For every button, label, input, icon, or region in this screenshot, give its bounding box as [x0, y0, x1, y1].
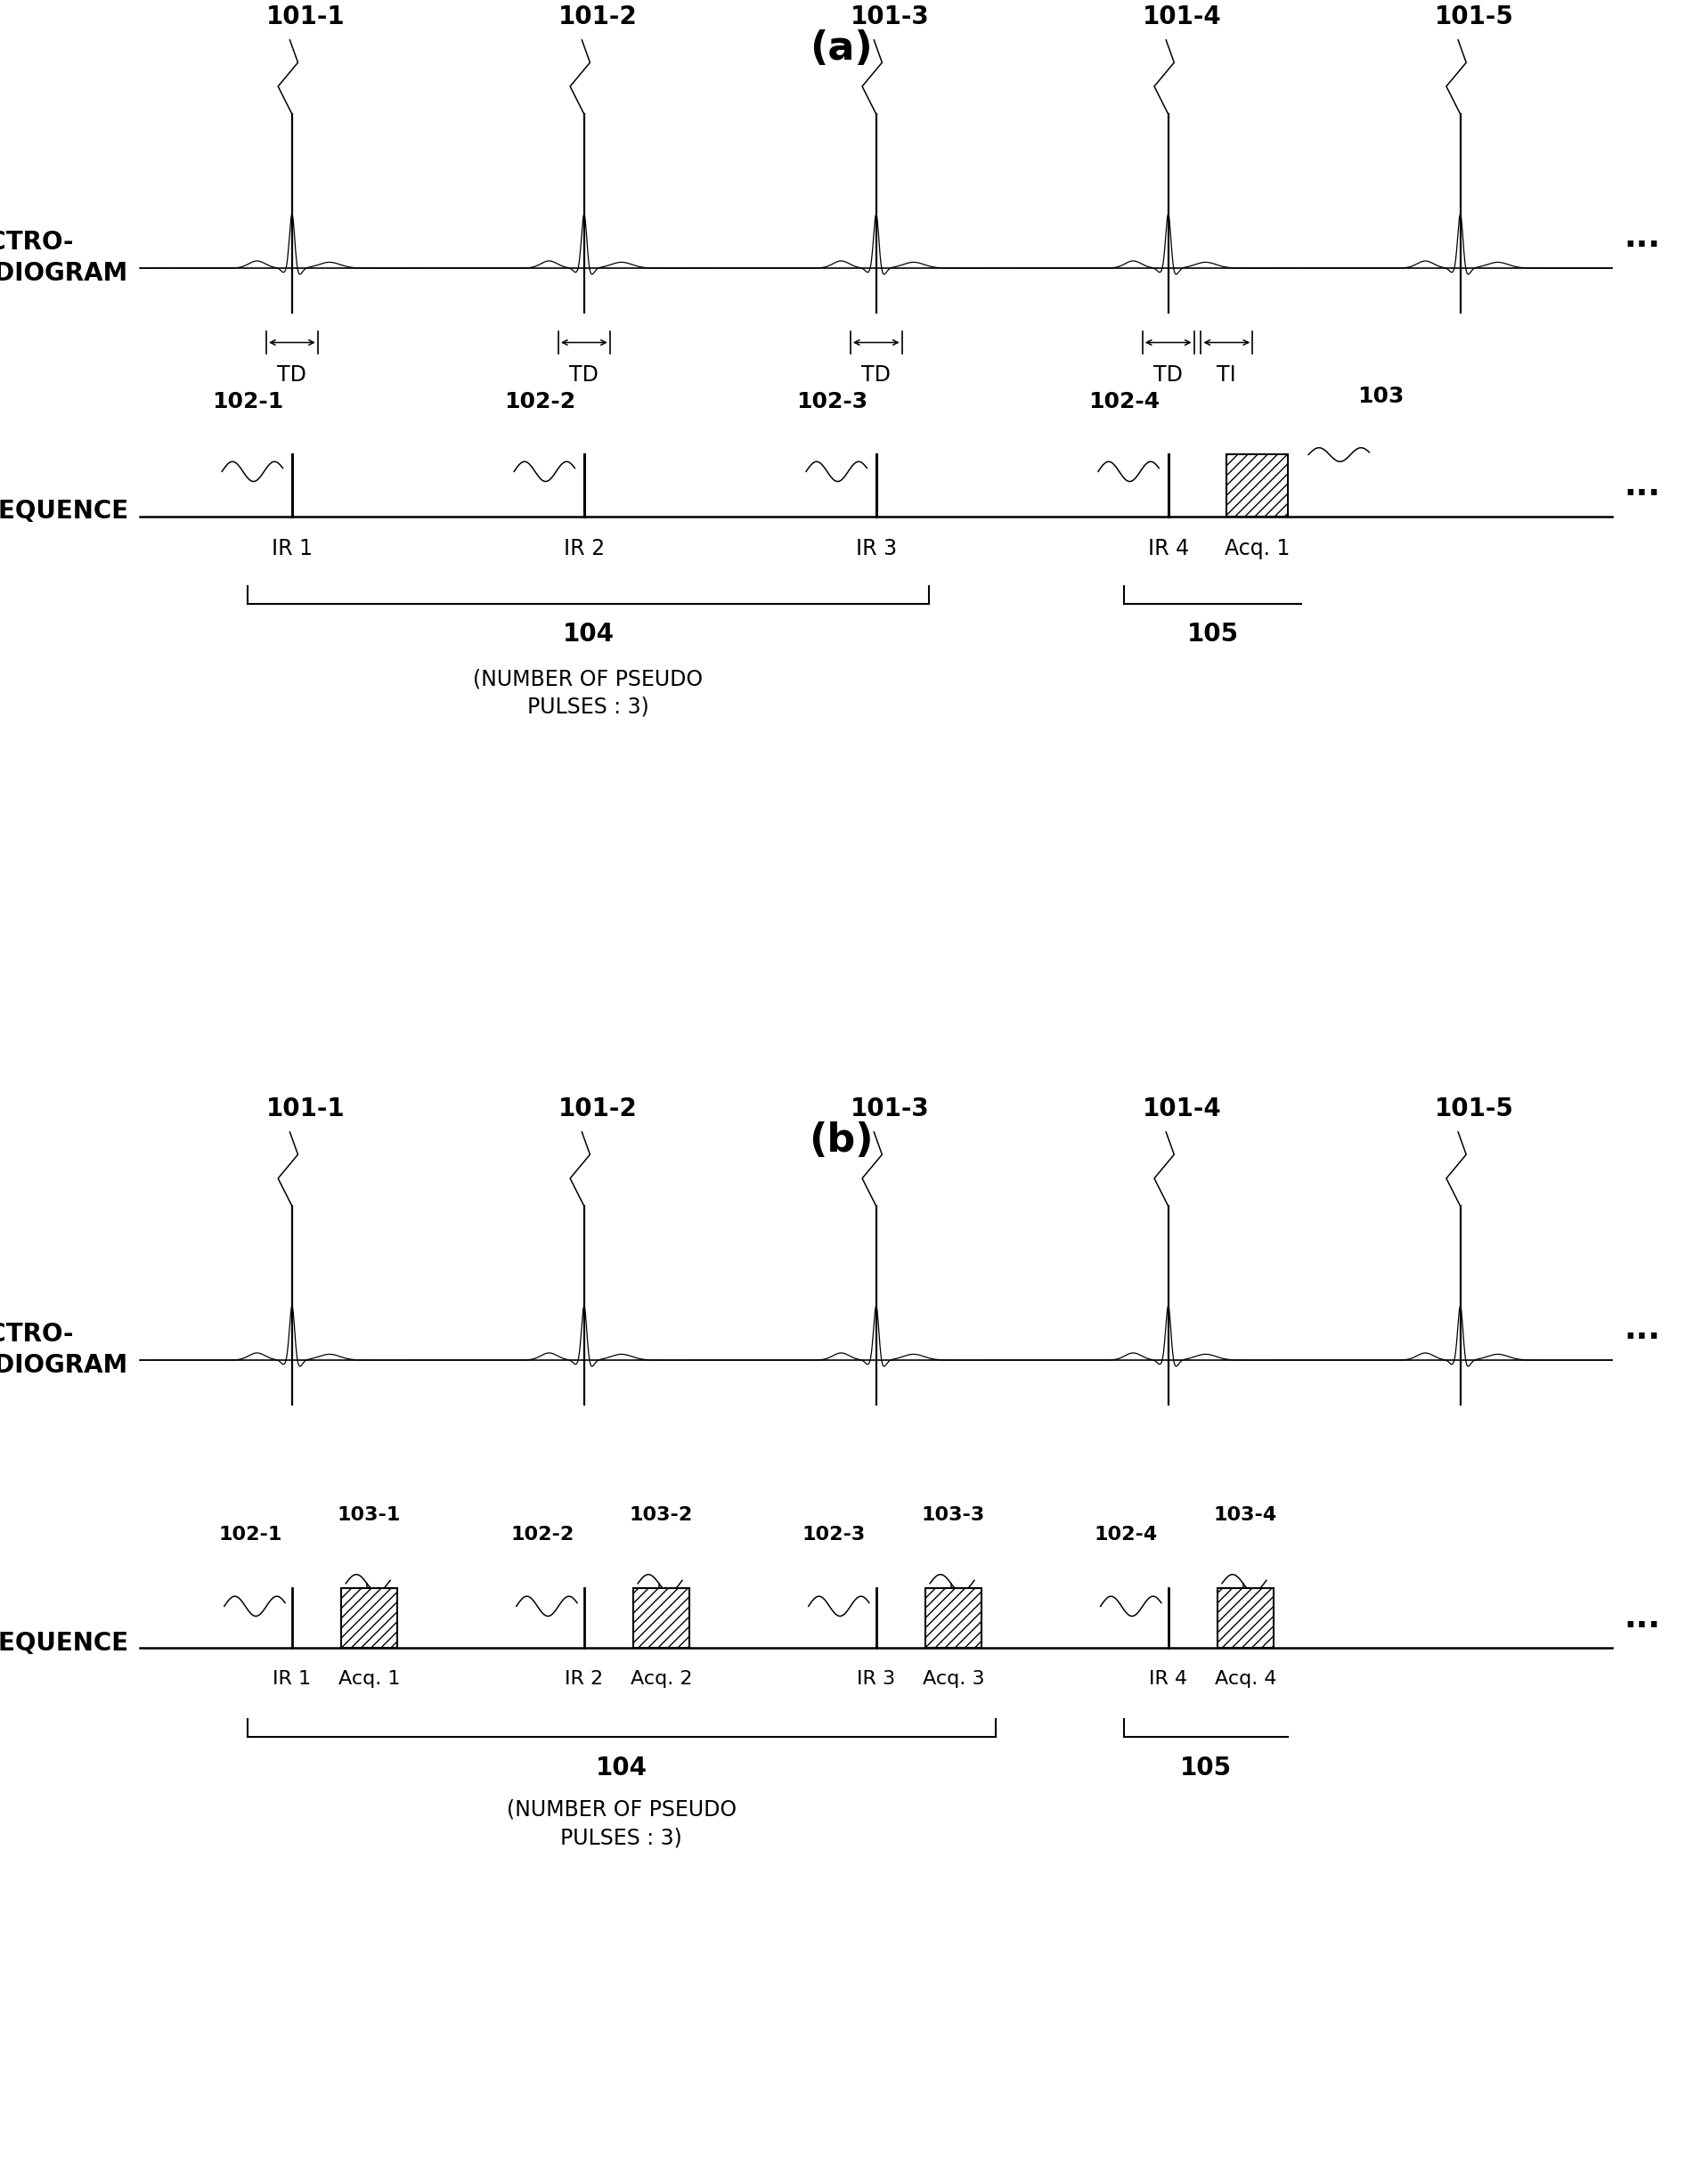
Text: ...: ...	[1625, 472, 1660, 502]
Text: 101-5: 101-5	[1435, 1096, 1514, 1123]
Text: (NUMBER OF PSEUDO
PULSES : 3): (NUMBER OF PSEUDO PULSES : 3)	[473, 668, 703, 719]
Bar	[634, 1588, 689, 1649]
Text: 103-2: 103-2	[630, 1507, 693, 1524]
Text: ...: ...	[1625, 1603, 1660, 1634]
Text: ELECTRO-
CARDIOGRAM: ELECTRO- CARDIOGRAM	[0, 1321, 129, 1378]
Text: 101-1: 101-1	[266, 1096, 346, 1123]
Text: 103-4: 103-4	[1213, 1507, 1277, 1524]
Text: TD: TD	[569, 365, 598, 387]
Text: IR 3: IR 3	[857, 1671, 896, 1688]
Text: 102-2: 102-2	[510, 1527, 574, 1544]
Text: Acq. 4: Acq. 4	[1215, 1671, 1276, 1688]
Bar	[1226, 454, 1287, 515]
Text: ELECTRO-
CARDIOGRAM: ELECTRO- CARDIOGRAM	[0, 229, 129, 286]
Text: IR 2: IR 2	[564, 1671, 603, 1688]
Text: 101-5: 101-5	[1435, 4, 1514, 31]
Text: 102-4: 102-4	[1094, 1527, 1159, 1544]
Text: 105: 105	[1187, 622, 1238, 646]
Text: 102-4: 102-4	[1088, 391, 1160, 413]
Text: 104: 104	[596, 1756, 647, 1780]
Text: ...: ...	[1625, 223, 1660, 253]
Bar	[1218, 1588, 1274, 1649]
Text: 101-3: 101-3	[850, 4, 930, 31]
Text: 102-2: 102-2	[505, 391, 576, 413]
Text: 101-3: 101-3	[850, 1096, 930, 1123]
Text: TD: TD	[278, 365, 307, 387]
Text: TI: TI	[1216, 365, 1237, 387]
Text: SEQUENCE: SEQUENCE	[0, 498, 129, 524]
Text: 102-1: 102-1	[212, 391, 283, 413]
Text: IR 2: IR 2	[564, 537, 605, 559]
Text: 101-4: 101-4	[1143, 4, 1221, 31]
Text: (a): (a)	[810, 31, 872, 68]
Text: (b): (b)	[808, 1123, 874, 1160]
Text: 102-3: 102-3	[796, 391, 867, 413]
Text: TD: TD	[1154, 365, 1182, 387]
Text: 101-4: 101-4	[1143, 1096, 1221, 1123]
Text: 101-1: 101-1	[266, 4, 346, 31]
Text: Acq. 3: Acq. 3	[922, 1671, 984, 1688]
Text: Acq. 2: Acq. 2	[630, 1671, 693, 1688]
Text: Acq. 1: Acq. 1	[1225, 537, 1289, 559]
Text: 103-1: 103-1	[337, 1507, 401, 1524]
Text: 103-3: 103-3	[922, 1507, 984, 1524]
Text: 103: 103	[1357, 387, 1404, 406]
Text: IR 4: IR 4	[1149, 537, 1189, 559]
Text: 101-2: 101-2	[559, 4, 637, 31]
Text: IR 4: IR 4	[1149, 1671, 1187, 1688]
Text: IR 1: IR 1	[273, 1671, 312, 1688]
Text: IR 1: IR 1	[271, 537, 313, 559]
Text: Acq. 1: Acq. 1	[339, 1671, 400, 1688]
Text: 105: 105	[1179, 1756, 1232, 1780]
Bar	[925, 1588, 981, 1649]
Text: (NUMBER OF PSEUDO
PULSES : 3): (NUMBER OF PSEUDO PULSES : 3)	[507, 1800, 737, 1848]
Text: 104: 104	[562, 622, 613, 646]
Text: 101-2: 101-2	[559, 1096, 637, 1123]
Text: 102-1: 102-1	[219, 1527, 281, 1544]
Text: 102-3: 102-3	[803, 1527, 866, 1544]
Text: SEQUENCE: SEQUENCE	[0, 1631, 129, 1655]
Text: TD: TD	[862, 365, 891, 387]
Text: ...: ...	[1625, 1315, 1660, 1345]
Text: IR 3: IR 3	[855, 537, 896, 559]
Bar	[340, 1588, 396, 1649]
